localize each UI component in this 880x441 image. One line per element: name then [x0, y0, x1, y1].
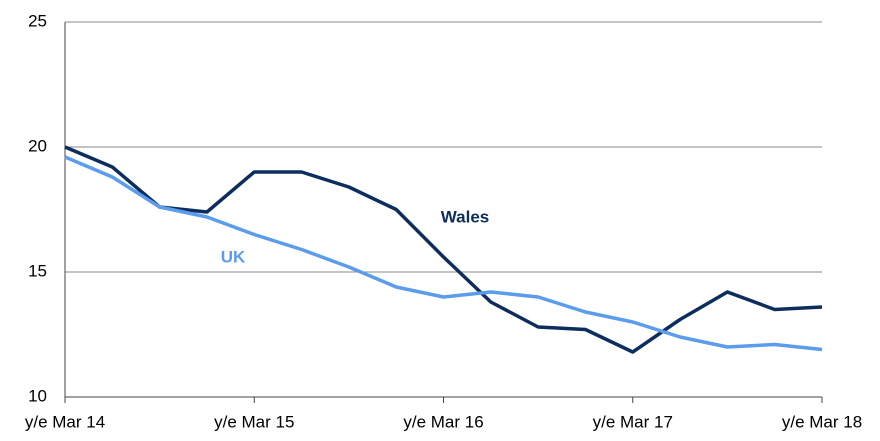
- y-tick-label: 15: [28, 261, 47, 280]
- line-series: [64, 145, 823, 354]
- y-tick-label: 20: [28, 136, 47, 155]
- x-tick-label: y/e Mar 17: [593, 412, 673, 431]
- series-label: UK: [221, 247, 246, 266]
- series-label: Wales: [441, 207, 490, 226]
- x-tick-label: y/e Mar 18: [782, 412, 862, 431]
- line-series: [64, 155, 823, 352]
- x-tick-label: y/e Mar 14: [25, 412, 105, 431]
- y-tick-label: 25: [28, 11, 47, 30]
- x-tick-label: y/e Mar 16: [403, 412, 483, 431]
- y-tick-label: 10: [28, 386, 47, 405]
- x-tick-label: y/e Mar 15: [214, 412, 294, 431]
